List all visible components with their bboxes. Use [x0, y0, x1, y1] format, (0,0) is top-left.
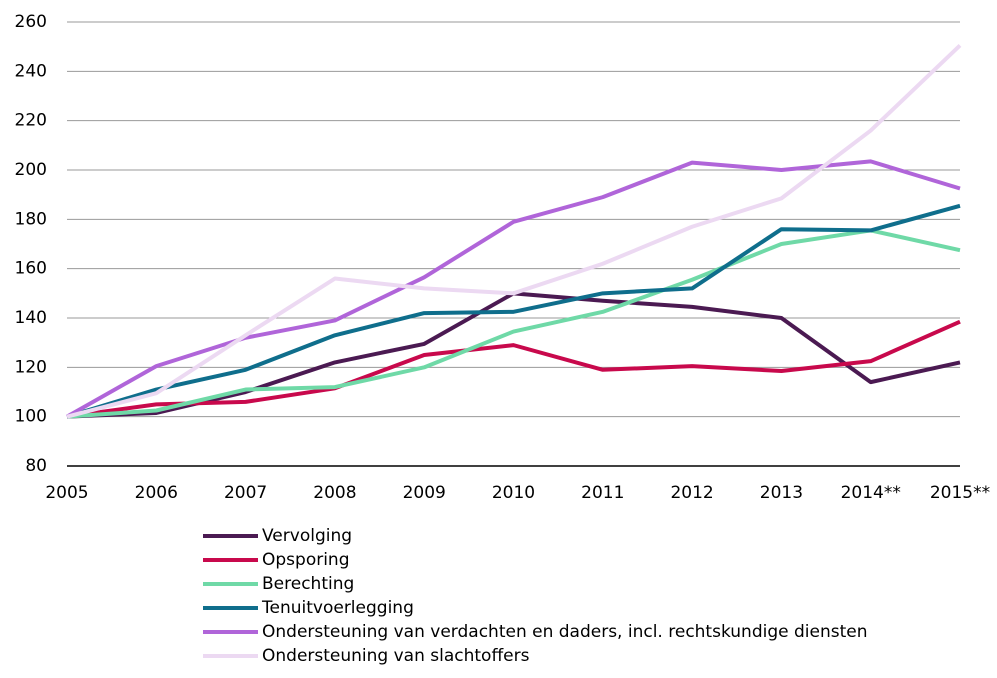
y-tick-label: 240	[15, 61, 47, 81]
series-line	[66, 203, 961, 419]
legend-label: Berechting	[262, 574, 354, 594]
x-tick-label: 2005	[45, 483, 88, 503]
series-line	[66, 159, 961, 419]
x-tick-label: 2006	[135, 483, 178, 503]
y-tick-label: 100	[15, 407, 47, 427]
x-tick-label: 2012	[670, 483, 713, 503]
x-tick-label: 2015**	[930, 483, 990, 503]
y-tick-label: 260	[15, 12, 47, 32]
y-tick-label: 220	[15, 111, 47, 131]
y-tick-label: 180	[15, 209, 47, 229]
y-tick-label: 80	[25, 456, 47, 476]
x-tick-label: 2009	[403, 483, 446, 503]
y-tick-label: 200	[15, 160, 47, 180]
series-line	[66, 228, 961, 419]
x-tick-label: 2014**	[841, 483, 901, 503]
x-tick-label: 2008	[313, 483, 356, 503]
y-tick-label: 120	[15, 357, 47, 377]
y-tick-label: 160	[15, 259, 47, 279]
series-line	[66, 43, 962, 419]
x-tick-label: 2007	[224, 483, 267, 503]
x-tick-label: 2013	[760, 483, 803, 503]
y-tick-label: 140	[15, 308, 47, 328]
legend-label: Vervolging	[262, 526, 352, 546]
legend-label: Opsporing	[262, 550, 350, 570]
legend-label: Ondersteuning van verdachten en daders, …	[262, 622, 868, 642]
x-tick-label: 2011	[581, 483, 624, 503]
legend-label: Tenuitvoerlegging	[261, 598, 414, 618]
legend-label: Ondersteuning van slachtoffers	[262, 646, 530, 666]
x-tick-label: 2010	[492, 483, 535, 503]
series-line	[66, 319, 961, 419]
